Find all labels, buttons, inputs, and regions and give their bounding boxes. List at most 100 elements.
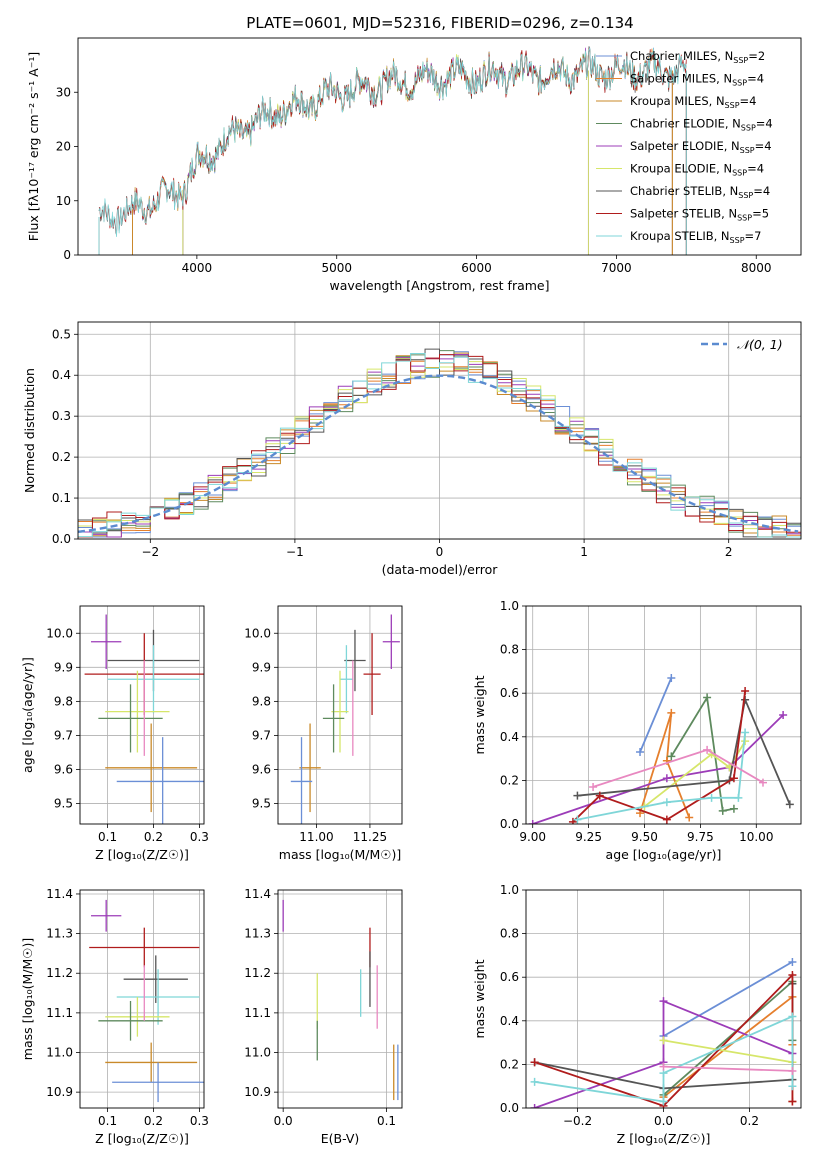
legend-entry: Salpeter ELODIE, NSSP=4: [630, 139, 772, 155]
weight-point-marker: [568, 817, 577, 824]
y-tick-label: 0.0: [500, 1101, 519, 1115]
y-tick-label: 20: [56, 140, 71, 154]
weight-point-marker: [788, 1082, 797, 1091]
x-tick-label: 9.00: [519, 830, 546, 844]
weight-series-line: [532, 714, 784, 824]
y-tick-label: 11.2: [46, 966, 73, 980]
weight-point-marker: [718, 806, 727, 815]
axes-frame: [525, 889, 802, 1109]
x-tick-label: 0.0: [654, 1114, 673, 1128]
x-tick-label: 8000: [741, 261, 772, 275]
y-tick-label: 0.4: [52, 368, 71, 382]
plot-area: [89, 899, 204, 1103]
x-axis-label: E(B-V): [321, 1131, 360, 1146]
weight-point-marker: [659, 1062, 668, 1071]
plot-area: [528, 673, 794, 824]
y-tick-label: 0.5: [52, 327, 71, 341]
y-tick-label: 30: [56, 85, 71, 99]
x-tick-label: 0.3: [190, 1114, 209, 1128]
y-tick-label: 9.6: [252, 763, 271, 777]
x-tick-label: 1: [580, 545, 588, 559]
weight-series-line: [663, 1039, 793, 1064]
weight-series-line: [534, 999, 793, 1108]
weight-point-marker: [667, 752, 676, 761]
weight-point-marker: [528, 820, 537, 824]
axes-frame: [77, 321, 802, 540]
axes-frame: [79, 605, 205, 825]
y-tick-label: 1.0: [500, 883, 519, 897]
weight-point-marker: [589, 782, 598, 791]
weight-point-marker: [707, 793, 716, 802]
weight-point-marker: [595, 791, 604, 800]
y-axis-label: mass weight: [472, 675, 487, 754]
x-tick-label: −1: [286, 545, 304, 559]
gaussian-curve: [78, 374, 799, 533]
weight-point-marker: [788, 1012, 797, 1021]
y-axis-label: Normed distribution: [22, 368, 37, 493]
axes-frame: [79, 889, 205, 1109]
weight-point-marker: [788, 1066, 797, 1075]
x-tick-label: 9.25: [575, 830, 602, 844]
y-tick-label: 9.9: [54, 660, 73, 674]
y-tick-label: 11.0: [46, 1046, 73, 1060]
weight-series-line: [639, 677, 673, 753]
weight-point-marker: [659, 997, 668, 1006]
x-tick-label: 0.2: [144, 1114, 163, 1128]
weight-point-marker: [788, 957, 797, 966]
y-tick-label: 11.1: [244, 1006, 271, 1020]
x-tick-label: 9.75: [687, 830, 714, 844]
x-axis-label: Z [log₁₀(Z/Z☉)]: [95, 1131, 189, 1146]
weight-point-marker: [703, 745, 712, 754]
y-tick-label: 11.2: [244, 966, 271, 980]
x-axis-label: Z [log₁₀(Z/Z☉)]: [617, 1131, 711, 1146]
legend-entry: Chabrier ELODIE, NSSP=4: [630, 117, 773, 133]
plot-area: [84, 614, 204, 824]
weight-point-marker: [530, 1077, 539, 1086]
y-tick-label: 0.6: [500, 686, 519, 700]
x-tick-label: 10.00: [739, 830, 773, 844]
chart-residuals: −2 −1 0 1 2 0.0 0.1 0.2 0.3 0.4 0.5 (data-model)/er…: [22, 321, 802, 577]
x-tick-label: 0.2: [144, 830, 163, 844]
weight-series-line: [663, 1065, 793, 1072]
weight-point-marker: [662, 774, 671, 783]
weight-point-marker: [758, 778, 767, 787]
legend-entry: Kroupa STELIB, NSSP=7: [630, 229, 761, 245]
x-tick-label: 0.3: [190, 830, 209, 844]
y-tick-label: 9.8: [54, 694, 73, 708]
weight-point-marker: [779, 711, 788, 719]
y-tick-label: 9.7: [54, 728, 73, 742]
y-tick-label: 0.4: [500, 730, 519, 744]
y-tick-label: 0.6: [500, 970, 519, 984]
y-tick-label: 0: [63, 248, 71, 262]
y-tick-label: 11.3: [46, 927, 73, 941]
y-tick-label: 9.5: [54, 797, 73, 811]
x-axis-label: (data-model)/error: [382, 562, 499, 577]
weight-point-marker: [788, 1097, 797, 1106]
y-tick-label: 0.1: [52, 491, 71, 505]
y-tick-label: 11.0: [244, 1046, 271, 1060]
legend-entry: Salpeter STELIB, NSSP=5: [630, 207, 769, 223]
weight-point-marker: [741, 728, 750, 737]
x-tick-label: 2: [725, 545, 733, 559]
x-tick-label: 7000: [601, 261, 632, 275]
weight-point-marker: [659, 1036, 668, 1045]
weight-point-marker: [659, 1097, 668, 1106]
x-tick-label: 0.1: [98, 1114, 117, 1128]
chart-mass-vs-Z: 0.1 0.2 0.3 10.9 11.0 11.1 11.2 11.3 11.4 Z [log₁…: [20, 887, 209, 1146]
chart-weight-vs-age: 9.00 9.25 9.50 9.75 10.00 0.0 0.2 0.4 0.6 0.8 1.0 a…: [472, 599, 802, 862]
weight-point-marker: [530, 1058, 539, 1067]
weight-series-line: [663, 961, 793, 1037]
x-axis-label: mass [log₁₀(M/M☉)]: [279, 847, 401, 862]
y-axis-label: mass [log₁₀(M/M☉)]: [20, 938, 35, 1060]
y-tick-label: 9.7: [252, 728, 271, 742]
plot-area: [282, 899, 399, 1101]
x-tick-label: 0.1: [98, 830, 117, 844]
y-tick-label: 0.2: [500, 1057, 519, 1071]
weight-point-marker: [573, 791, 582, 800]
y-tick-label: 0.8: [500, 643, 519, 657]
x-tick-label: 0.2: [740, 1114, 759, 1128]
x-tick-label: 11.00: [299, 830, 333, 844]
weight-point-marker: [729, 804, 738, 813]
